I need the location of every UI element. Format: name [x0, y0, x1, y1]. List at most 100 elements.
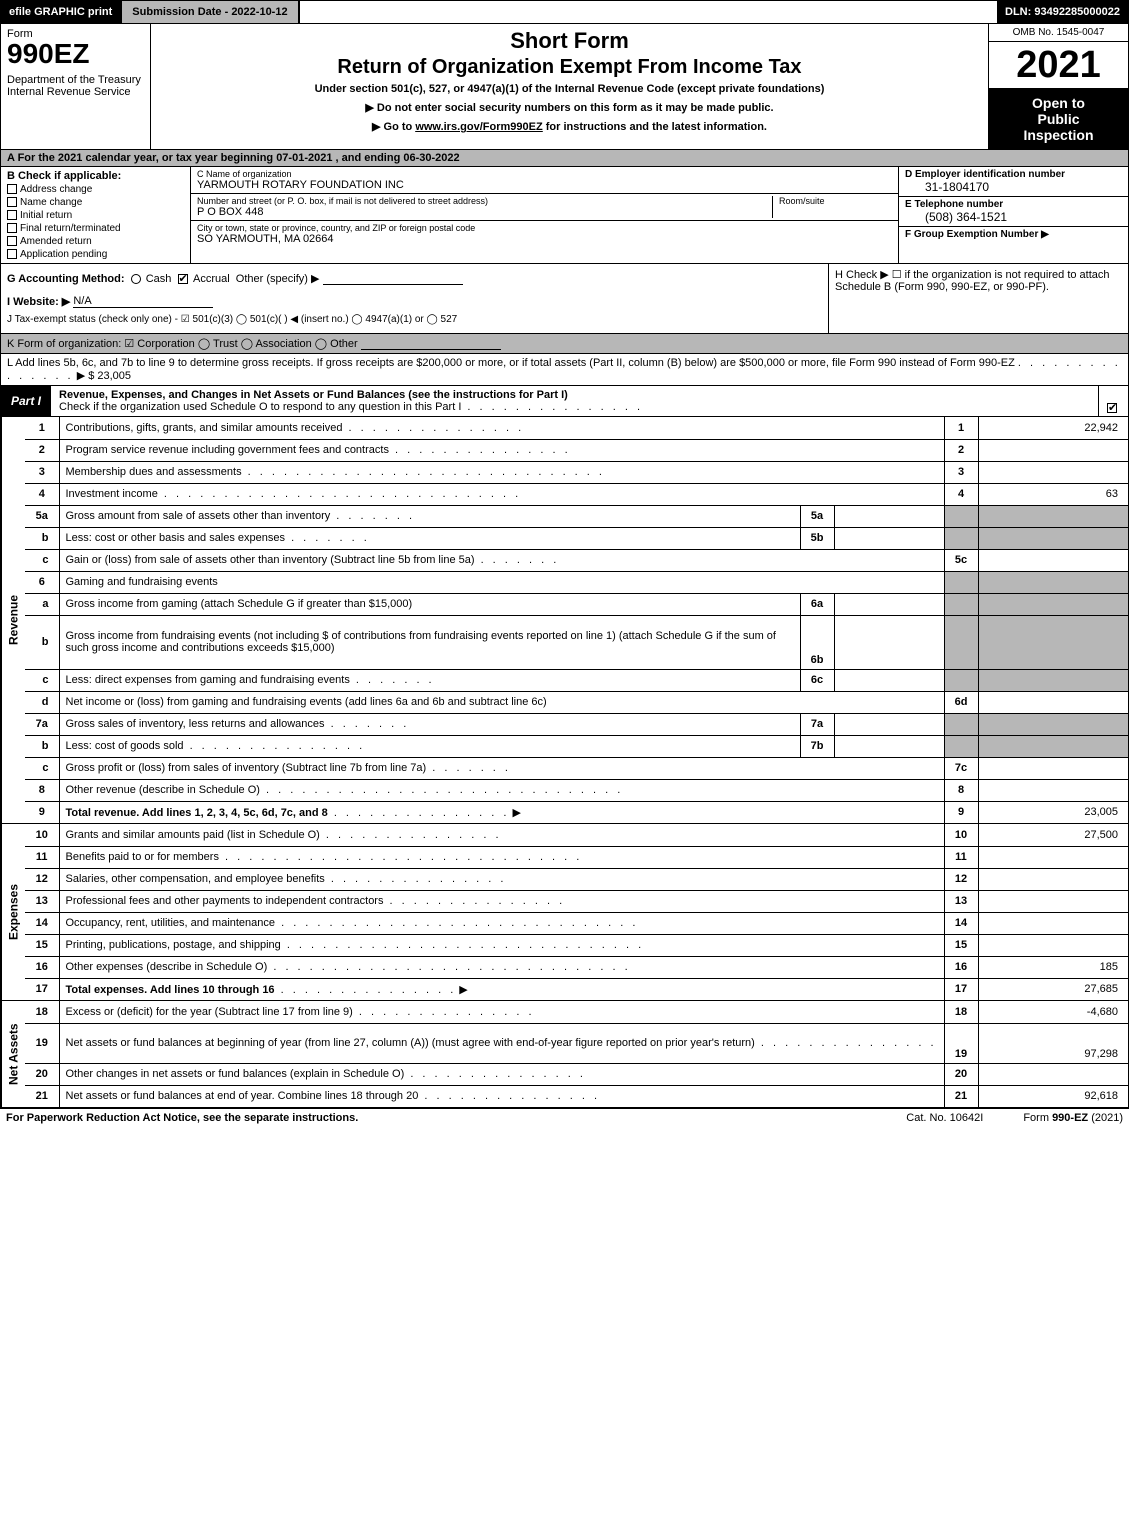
entity-block: B Check if applicable: Address change Na… [0, 167, 1129, 264]
line-6a: a Gross income from gaming (attach Sched… [25, 593, 1128, 615]
header-right: OMB No. 1545-0047 2021 Open to Public In… [988, 24, 1128, 149]
ein-block: D Employer identification number 31-1804… [899, 167, 1128, 197]
org-name: YARMOUTH ROTARY FOUNDATION INC [197, 179, 892, 191]
footer-cat: Cat. No. 10642I [906, 1112, 983, 1124]
expenses-table: 10 Grants and similar amounts paid (list… [25, 824, 1128, 1000]
line-6c: c Less: direct expenses from gaming and … [25, 669, 1128, 691]
line-13: 13 Professional fees and other payments … [25, 890, 1128, 912]
instr2-pre: ▶ Go to [372, 121, 415, 133]
line-7b: b Less: cost of goods sold 7b [25, 735, 1128, 757]
radio-cash[interactable] [131, 274, 141, 284]
dln: DLN: 93492285000022 [997, 1, 1128, 23]
cb-accrual[interactable] [178, 274, 188, 284]
line-20: 20 Other changes in net assets or fund b… [25, 1063, 1128, 1085]
line-7a: 7a Gross sales of inventory, less return… [25, 713, 1128, 735]
efile-label: efile GRAPHIC print [1, 1, 120, 23]
group-label: F Group Exemption Number ▶ [905, 229, 1049, 240]
part1-label: Part I [1, 386, 51, 416]
website-value: N/A [73, 295, 213, 308]
revenue-table: 1 Contributions, gifts, grants, and simi… [25, 417, 1128, 823]
line-6b: b Gross income from fundraising events (… [25, 615, 1128, 669]
netassets-side-label: Net Assets [1, 1001, 25, 1107]
org-name-row: C Name of organization YARMOUTH ROTARY F… [191, 167, 898, 194]
section-c: C Name of organization YARMOUTH ROTARY F… [191, 167, 898, 263]
department: Department of the Treasury Internal Reve… [7, 74, 144, 98]
form-header: Form 990EZ Department of the Treasury In… [0, 24, 1129, 150]
netassets-table: 18 Excess or (deficit) for the year (Sub… [25, 1001, 1128, 1107]
org-name-label: C Name of organization [197, 169, 892, 179]
line-10: 10 Grants and similar amounts paid (list… [25, 824, 1128, 846]
cb-final-return[interactable]: Final return/terminated [7, 223, 184, 234]
phone-block: E Telephone number (508) 364-1521 [899, 197, 1128, 227]
expenses-section: Expenses 10 Grants and similar amounts p… [0, 824, 1129, 1001]
instruction-2: ▶ Go to www.irs.gov/Form990EZ for instru… [161, 120, 978, 133]
line-16: 16 Other expenses (describe in Schedule … [25, 956, 1128, 978]
line-6d: d Net income or (loss) from gaming and f… [25, 691, 1128, 713]
cb-address-change[interactable]: Address change [7, 184, 184, 195]
cb-initial-return[interactable]: Initial return [7, 210, 184, 221]
revenue-side-label: Revenue [1, 417, 25, 823]
row-g: G Accounting Method: Cash Accrual Other … [1, 264, 828, 333]
section-b-title: B Check if applicable: [7, 170, 184, 182]
line-7c: c Gross profit or (loss) from sales of i… [25, 757, 1128, 779]
part1-check[interactable] [1098, 386, 1128, 416]
line-5b: b Less: cost or other basis and sales ex… [25, 527, 1128, 549]
city: SO YARMOUTH, MA 02664 [197, 233, 475, 245]
netassets-section: Net Assets 18 Excess or (deficit) for th… [0, 1001, 1129, 1108]
header-left: Form 990EZ Department of the Treasury In… [1, 24, 151, 149]
instr2-post: for instructions and the latest informat… [543, 121, 767, 133]
other-specify-input[interactable] [323, 284, 463, 285]
submission-date: Submission Date - 2022-10-12 [120, 1, 299, 23]
line-1: 1 Contributions, gifts, grants, and simi… [25, 417, 1128, 439]
row-a-tax-year: A For the 2021 calendar year, or tax yea… [0, 150, 1129, 167]
open-to-public: Open to Public Inspection [989, 89, 1128, 149]
row-l: L Add lines 5b, 6c, and 7b to line 9 to … [0, 354, 1129, 386]
cb-amended-return[interactable]: Amended return [7, 236, 184, 247]
cb-name-change[interactable]: Name change [7, 197, 184, 208]
cb-application-pending[interactable]: Application pending [7, 249, 184, 260]
tax-year: 2021 [989, 42, 1128, 89]
ein-label: D Employer identification number [905, 169, 1065, 180]
line-12: 12 Salaries, other compensation, and emp… [25, 868, 1128, 890]
group-exemption-block: F Group Exemption Number ▶ [899, 227, 1128, 263]
line-11: 11 Benefits paid to or for members 11 [25, 846, 1128, 868]
row-i-label: I Website: ▶ [7, 296, 70, 308]
row-l-amount: ▶ $ 23,005 [77, 370, 131, 382]
short-form-title: Short Form [161, 28, 978, 54]
room-label: Room/suite [779, 196, 892, 206]
row-k: K Form of organization: ☑ Corporation ◯ … [0, 334, 1129, 354]
revenue-section: Revenue 1 Contributions, gifts, grants, … [0, 417, 1129, 824]
header-center: Short Form Return of Organization Exempt… [151, 24, 988, 149]
open-line1: Open to [993, 95, 1124, 111]
line-21: 21 Net assets or fund balances at end of… [25, 1085, 1128, 1107]
instruction-1: ▶ Do not enter social security numbers o… [161, 101, 978, 114]
line-18: 18 Excess or (deficit) for the year (Sub… [25, 1001, 1128, 1023]
line-2: 2 Program service revenue including gove… [25, 439, 1128, 461]
top-bar: efile GRAPHIC print Submission Date - 20… [0, 0, 1129, 24]
phone: (508) 364-1521 [905, 210, 1122, 224]
open-line3: Inspection [993, 127, 1124, 143]
part1-title: Revenue, Expenses, and Changes in Net As… [51, 386, 1098, 416]
line-9: 9 Total revenue. Add lines 1, 2, 3, 4, 5… [25, 801, 1128, 823]
other-org-input[interactable] [361, 349, 501, 350]
section-b: B Check if applicable: Address change Na… [1, 167, 191, 263]
street-label: Number and street (or P. O. box, if mail… [197, 196, 772, 206]
line-4: 4 Investment income 4 63 [25, 483, 1128, 505]
row-gh: G Accounting Method: Cash Accrual Other … [0, 264, 1129, 334]
room-suite: Room/suite [772, 196, 892, 218]
ein: 31-1804170 [905, 180, 1122, 194]
page-footer: For Paperwork Reduction Act Notice, see … [0, 1108, 1129, 1127]
form-number: 990EZ [7, 40, 144, 68]
irs-link[interactable]: www.irs.gov/Form990EZ [415, 121, 542, 133]
section-def: D Employer identification number 31-1804… [898, 167, 1128, 263]
city-row: City or town, state or province, country… [191, 221, 898, 263]
open-line2: Public [993, 111, 1124, 127]
omb-number: OMB No. 1545-0047 [989, 24, 1128, 42]
line-14: 14 Occupancy, rent, utilities, and maint… [25, 912, 1128, 934]
street: P O BOX 448 [197, 206, 772, 218]
line-5c: c Gain or (loss) from sale of assets oth… [25, 549, 1128, 571]
form-title: Return of Organization Exempt From Incom… [161, 56, 978, 79]
line-3: 3 Membership dues and assessments 3 [25, 461, 1128, 483]
footer-right: Form 990-EZ (2021) [1023, 1112, 1123, 1124]
row-l-text: L Add lines 5b, 6c, and 7b to line 9 to … [7, 357, 1015, 369]
